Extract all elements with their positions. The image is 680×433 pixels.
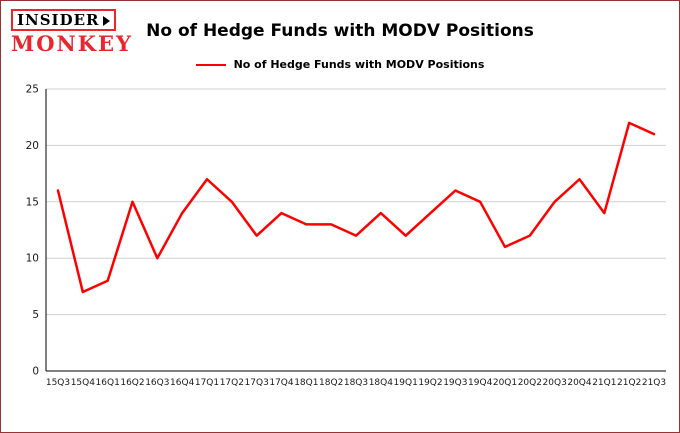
y-tick-label: 0 [32,366,39,378]
x-tick-label: 21Q3 [642,378,666,388]
x-tick-label: 21Q2 [617,378,641,388]
x-tick-label: 17Q2 [220,378,244,388]
x-tick-label: 18Q2 [319,378,343,388]
legend-label: No of Hedge Funds with MODV Positions [233,58,485,71]
page-title: No of Hedge Funds with MODV Positions [146,21,534,41]
insider-monkey-logo: INSIDER MONKEY [11,9,131,54]
y-tick-label: 20 [26,140,39,152]
logo-insider-box: INSIDER [11,9,117,31]
x-tick-label: 20Q2 [518,378,542,388]
x-tick-label: 16Q1 [96,378,120,388]
x-tick-label: 19Q3 [443,378,467,388]
logo-triangle-icon [103,15,111,26]
x-tick-label: 16Q2 [120,378,144,388]
x-tick-label: 16Q4 [170,378,195,388]
y-tick-label: 10 [26,253,39,265]
x-tick-label: 20Q3 [543,378,567,388]
logo-monkey-text: MONKEY [11,31,133,56]
y-tick-label: 5 [32,309,39,321]
legend-line-swatch [195,63,226,66]
x-tick-label: 15Q4 [71,378,96,388]
x-tick-label: 19Q4 [468,378,493,388]
x-tick-label: 19Q1 [394,378,418,388]
x-tick-label: 18Q1 [294,378,318,388]
x-tick-label: 18Q3 [344,378,368,388]
data-line [56,121,656,294]
x-tick-label: 15Q3 [46,378,70,388]
x-tick-label: 20Q1 [493,378,517,388]
x-tick-label: 17Q4 [269,378,294,388]
logo-insider-text: INSIDER [17,11,100,29]
x-tick-label: 18Q4 [369,378,394,388]
chart-legend: No of Hedge Funds with MODV Positions [1,58,679,71]
x-tick-label: 19Q2 [418,378,442,388]
x-tick-label: 17Q3 [245,378,269,388]
x-tick-label: 16Q3 [145,378,169,388]
y-tick-label: 15 [26,196,39,208]
x-tick-label: 20Q4 [567,378,592,388]
x-tick-label: 17Q1 [195,378,219,388]
x-tick-label: 21Q1 [592,378,616,388]
y-tick-label: 25 [26,84,39,96]
